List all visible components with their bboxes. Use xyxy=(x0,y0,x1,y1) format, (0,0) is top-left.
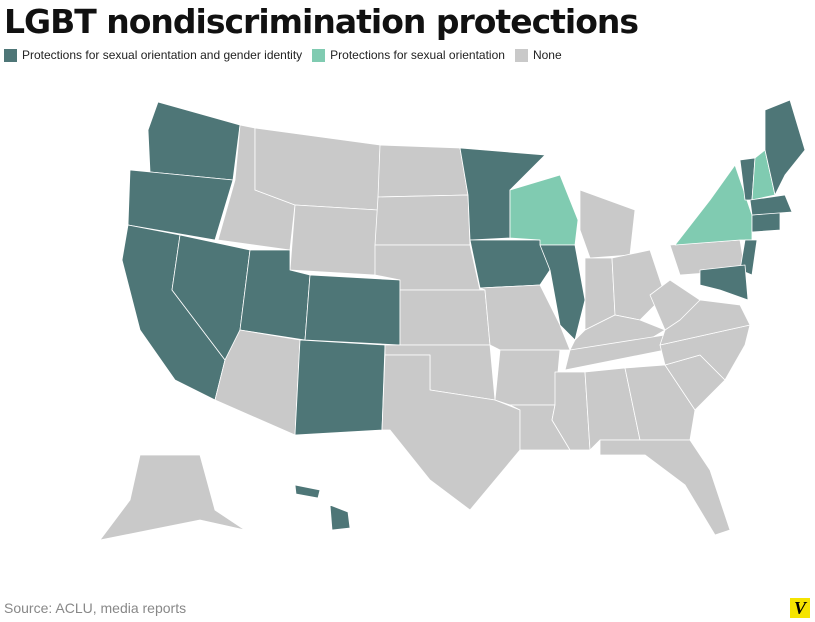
states xyxy=(99,99,806,541)
state xyxy=(374,194,471,246)
legend-label: Protections for sexual orientation xyxy=(330,48,505,62)
state xyxy=(674,164,753,246)
state xyxy=(749,194,793,216)
legend-item: Protections for sexual orientation and g… xyxy=(4,48,302,62)
state xyxy=(294,484,321,499)
state xyxy=(469,239,551,289)
state xyxy=(294,339,386,436)
state xyxy=(214,329,301,436)
state xyxy=(579,189,636,259)
state xyxy=(329,504,351,531)
state xyxy=(599,439,731,536)
state xyxy=(699,264,749,301)
state xyxy=(147,101,241,181)
state xyxy=(649,279,701,331)
state xyxy=(377,144,469,198)
legend-swatch xyxy=(514,48,528,62)
state xyxy=(509,174,579,246)
legend-label: Protections for sexual orientation and g… xyxy=(22,48,303,62)
state xyxy=(99,454,246,541)
state xyxy=(127,169,234,241)
legend: Protections for sexual orientation and g… xyxy=(4,48,562,62)
state xyxy=(494,349,561,406)
legend-item: Protections for sexual orientation xyxy=(312,48,505,62)
state xyxy=(289,204,379,276)
legend-swatch xyxy=(312,48,326,62)
state xyxy=(304,274,401,346)
legend-swatch xyxy=(4,48,17,62)
title: LGBT nondiscrimination protections xyxy=(4,2,639,41)
logo: V xyxy=(790,598,810,618)
state xyxy=(399,289,491,346)
source: Source: ACLU, media reports xyxy=(4,600,187,616)
legend-label: None xyxy=(532,48,562,62)
legend-item: None xyxy=(514,48,562,62)
state xyxy=(764,99,806,196)
state xyxy=(611,249,666,321)
